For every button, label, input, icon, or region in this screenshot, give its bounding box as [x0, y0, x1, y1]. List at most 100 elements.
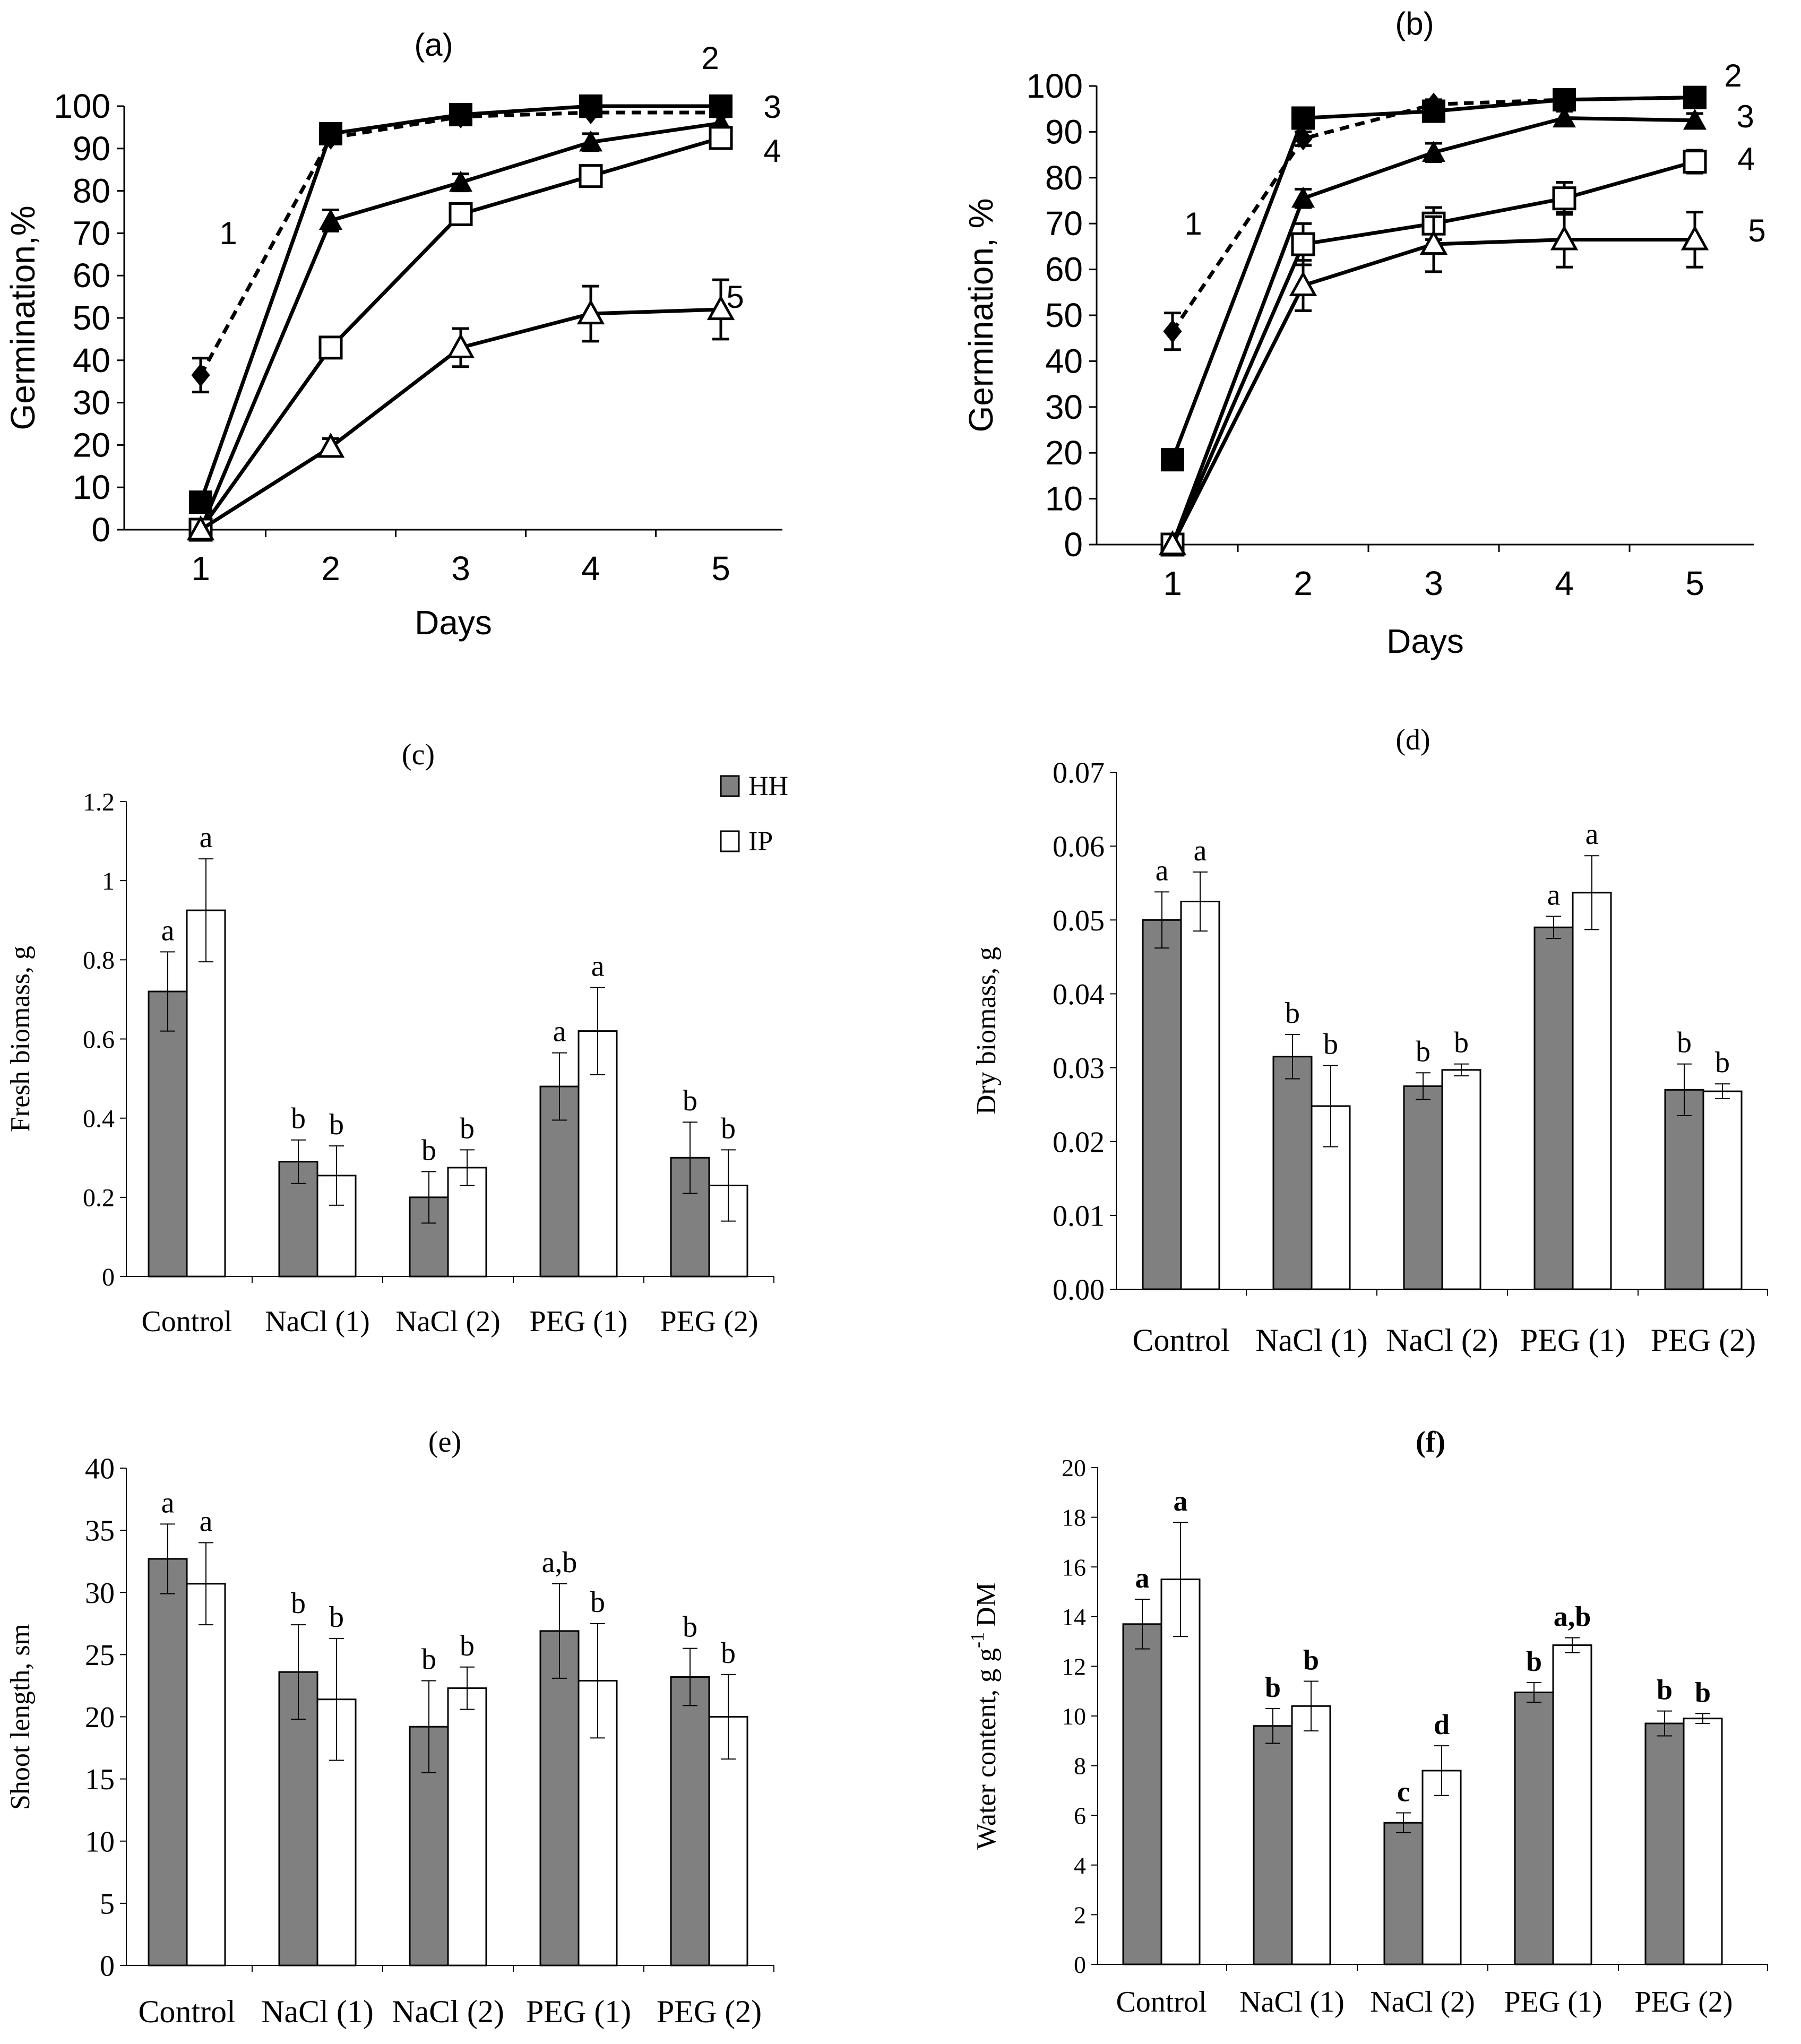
series-line	[199, 104, 721, 503]
category-label: PEG (2)	[1634, 1986, 1733, 2019]
y-tick-label: 5	[100, 1887, 115, 1920]
data-point	[1552, 186, 1576, 211]
category-label: NaCl (1)	[1239, 1986, 1345, 2019]
y-tick-label: 0	[102, 1263, 115, 1291]
data-point	[1683, 150, 1707, 174]
significance-label: a	[1194, 834, 1207, 867]
bar	[708, 1184, 748, 1278]
bar	[1664, 1089, 1704, 1290]
significance-label: b	[721, 1637, 736, 1670]
significance-label: a,b	[542, 1546, 578, 1579]
y-tick-label: 60	[1045, 251, 1083, 289]
y-axis-label: Shoot length, sm	[5, 1624, 36, 1810]
y-tick-label: 0	[91, 511, 110, 549]
series-label: 3	[1736, 99, 1754, 134]
bar	[1180, 901, 1220, 1290]
y-tick-label: 10	[1045, 480, 1083, 518]
data-point	[318, 335, 343, 360]
x-axis-label: Days	[1386, 622, 1464, 660]
category-label: Control	[1132, 1323, 1229, 1358]
category-label: NaCl (1)	[261, 1994, 374, 2029]
y-axis-label: Germination,%	[4, 205, 42, 430]
category-label: NaCl (1)	[265, 1305, 370, 1338]
y-axis-label: Fresh biomass, g	[5, 946, 36, 1132]
y-tick-label: 0.6	[83, 1025, 115, 1054]
significance-label: a	[161, 1486, 175, 1519]
significance-label: b	[1526, 1645, 1542, 1677]
data-point	[1553, 106, 1576, 128]
y-tick-label: 0.4	[83, 1105, 115, 1133]
significance-label: b	[291, 1587, 306, 1620]
significance-label: a	[1174, 1485, 1188, 1517]
data-point	[446, 333, 475, 358]
y-tick-label: 70	[73, 214, 110, 252]
y-tick-label: 20	[1045, 434, 1083, 472]
y-tick-label: 0.05	[1053, 904, 1105, 937]
y-tick-label: 50	[73, 299, 110, 337]
significance-label: a	[1547, 878, 1561, 911]
data-point	[186, 515, 215, 541]
category-label: PEG (2)	[660, 1305, 758, 1338]
y-tick-label: 10	[85, 1825, 115, 1858]
category-label: PEG (1)	[1520, 1323, 1625, 1358]
series-5: 5	[1158, 211, 1766, 556]
y-tick-label: 16	[1062, 1554, 1086, 1581]
bar	[1272, 1056, 1313, 1290]
y-tick-label: 20	[85, 1701, 115, 1734]
y-tick-label: 10	[1062, 1703, 1086, 1730]
category-label: NaCl (2)	[395, 1305, 501, 1338]
significance-label: a	[1156, 854, 1169, 887]
category-label: NaCl (2)	[1386, 1323, 1498, 1358]
data-point	[1422, 141, 1445, 162]
data-point	[1683, 85, 1707, 109]
significance-label: a	[553, 1015, 566, 1048]
category-label: PEG (1)	[526, 1994, 631, 2029]
series-IP: ab bab	[1180, 818, 1743, 1290]
bar	[1291, 1705, 1331, 1965]
significance-label: b	[460, 1629, 475, 1662]
y-tick-label: 0.07	[1053, 757, 1105, 790]
significance-label: b	[1285, 997, 1300, 1030]
y-axis-label-superscript: -1	[967, 1632, 988, 1648]
y-tick-label: 0.02	[1053, 1126, 1105, 1159]
y-tick-label: 70	[1045, 204, 1083, 243]
y-tick-label: 50	[1045, 296, 1083, 334]
y-tick-label: 15	[85, 1763, 115, 1796]
line-chart-0: 0 10 20 30 40 50 60 70 80 90 100 1 2 3 4 5 (a) Days Germin…	[4, 27, 782, 642]
significance-label: b	[291, 1102, 306, 1135]
series-IP: ab bab	[186, 821, 748, 1278]
significance-label: b	[1454, 1027, 1469, 1059]
series-label: 1	[1184, 206, 1202, 242]
significance-label: a	[200, 1505, 213, 1538]
significance-label: b	[721, 1112, 736, 1145]
bar	[1383, 1822, 1424, 1965]
y-tick-label: 35	[85, 1515, 115, 1548]
x-tick-label: 5	[711, 549, 730, 588]
x-tick-label: 4	[1555, 564, 1574, 602]
bar	[1644, 1722, 1685, 1965]
category-label: Control	[141, 1305, 232, 1338]
y-tick-label: 1	[102, 867, 115, 895]
y-tick-label: 90	[73, 130, 110, 168]
series-IP: a b d a,b b	[1160, 1485, 1723, 1965]
series-5: 5	[186, 278, 744, 541]
significance-label: c	[1397, 1776, 1410, 1808]
x-tick-label: 1	[191, 549, 210, 588]
bar	[148, 990, 188, 1278]
y-tick-label: 30	[73, 384, 110, 422]
bar-chart-4: 0 5 10 15 20 25 30 35 40 Control NaCl (1) NaCl (2) P…	[5, 1426, 774, 2029]
y-axis-label-main: Shoot length, sm	[5, 1624, 36, 1810]
bar	[1683, 1718, 1723, 1965]
category-label: PEG (1)	[1504, 1986, 1602, 2019]
bar	[1142, 919, 1182, 1290]
y-tick-label: 0.00	[1053, 1274, 1105, 1307]
y-axis-label-main: Fresh biomass, g	[5, 946, 36, 1132]
bar	[1441, 1069, 1481, 1290]
y-tick-label: 0.01	[1053, 1200, 1105, 1232]
significance-label: b	[590, 1586, 605, 1619]
y-tick-label: 0	[1074, 1951, 1086, 1978]
data-point	[1163, 320, 1182, 343]
series-label: 2	[1724, 58, 1742, 93]
chart-title: (e)	[428, 1426, 461, 1459]
